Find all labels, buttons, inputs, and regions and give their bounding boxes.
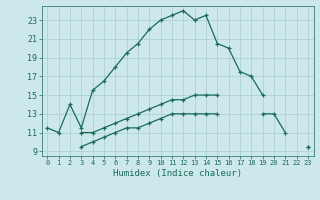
X-axis label: Humidex (Indice chaleur): Humidex (Indice chaleur): [113, 169, 242, 178]
